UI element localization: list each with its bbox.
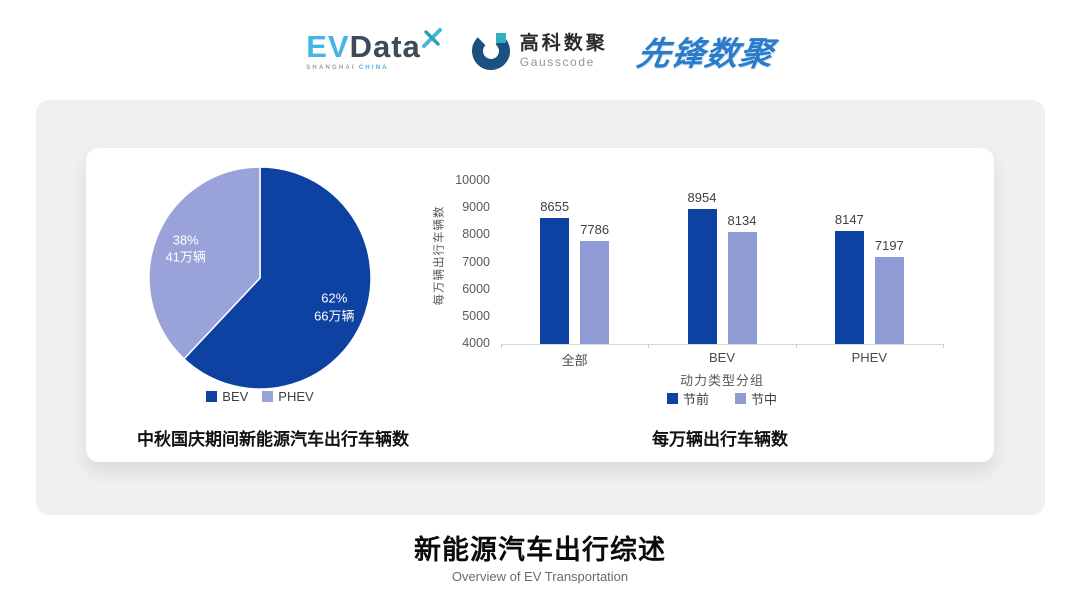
gausscode-logo: 高科数聚 Gausscode <box>471 31 608 71</box>
evdata-ev-text: EV <box>306 29 350 64</box>
x-axis-tick <box>943 344 944 348</box>
x-category-label: 全部 <box>561 353 588 368</box>
legend-swatch <box>735 393 746 404</box>
bar-chart-title: 每万辆出行车辆数 <box>652 430 788 449</box>
pie-slice-value: 41万辆 <box>165 249 206 265</box>
x-axis-tick <box>501 344 502 348</box>
bar-value-label: 7197 <box>874 238 904 254</box>
gausscode-text: 高科数聚 Gausscode <box>520 33 608 69</box>
pie-slice-value: 66万辆 <box>314 308 355 324</box>
pie-slice-label: 38% 41万辆 <box>165 231 205 266</box>
legend-label: 节前 <box>682 392 709 407</box>
pie-slice-phev <box>149 167 261 360</box>
legend-item: PHEV <box>262 389 314 404</box>
y-tick-label: 10000 <box>455 173 490 187</box>
evdata-subtitle-shanghai: SHANGHAI <box>306 65 356 71</box>
bar-value-label: 8147 <box>834 212 864 228</box>
bar-value-label: 7786 <box>580 222 610 238</box>
bar-节中-PHEV <box>874 257 904 344</box>
bar-x-axis-title: 动力类型分组 <box>679 373 764 388</box>
legend-label: 节中 <box>751 392 778 407</box>
pie-chart: 62% 66万辆 38% 41万辆 <box>86 148 446 462</box>
charts-card: 62% 66万辆 38% 41万辆 BEV PHEV 中秋国庆期间新能源汽车出行车辆数 … <box>86 148 994 462</box>
y-tick-label: 7000 <box>462 254 490 269</box>
bar-节前-PHEV <box>834 231 864 344</box>
evdata-data-text: Data <box>349 29 421 64</box>
page-title: 新能源汽车出行综述 <box>414 535 666 565</box>
bar-chart: 每万辆出行车辆数 动力类型分组 4000 5000 6000 7000 8000 9000… <box>86 148 994 462</box>
pie-chart-title: 中秋国庆期间新能源汽车出行车辆数 <box>137 430 409 449</box>
evdata-wordmark: EV Data <box>306 28 442 64</box>
bar-legend: 节前 节中 <box>501 389 943 408</box>
legend-item: 节前 <box>666 389 709 408</box>
bar-value-label: 8655 <box>540 198 570 214</box>
pioneer-logo: 先锋数聚 <box>634 35 777 72</box>
y-tick-label: 9000 <box>462 200 490 215</box>
legend-swatch <box>666 393 678 404</box>
y-tick-label: 4000 <box>462 336 490 350</box>
bar-节前-全部 <box>540 217 570 344</box>
legend-item: BEV <box>206 389 248 404</box>
gausscode-en-name: Gausscode <box>519 54 595 69</box>
y-tick-label: 8000 <box>462 227 490 242</box>
page-subtitle: Overview of EV Transportation <box>451 569 629 584</box>
y-tick-label: 6000 <box>462 281 490 296</box>
bar-节中-全部 <box>580 241 610 344</box>
legend-swatch <box>262 391 274 402</box>
pie-legend: BEV PHEV <box>110 389 410 404</box>
x-category-label: PHEV <box>851 350 888 365</box>
bar-节前-BEV <box>687 209 717 344</box>
bar-节中-BEV <box>727 231 757 344</box>
evdata-logo: EV Data SHANGHAI CHINA <box>306 28 442 71</box>
x-axis-tick <box>795 344 797 348</box>
pie-graphic <box>149 167 371 389</box>
x-axis-tick <box>648 344 650 348</box>
legend-label: PHEV <box>278 389 314 404</box>
legend-swatch <box>206 391 218 402</box>
gausscode-cn-name: 高科数聚 <box>519 33 608 55</box>
bar-value-label: 8134 <box>727 212 757 228</box>
pie-slice-label: 62% 66万辆 <box>314 290 354 325</box>
gausscode-g-mark-icon <box>471 32 510 70</box>
evdata-subtitle-china: CHINA <box>358 65 389 71</box>
x-category-label: BEV <box>708 350 735 365</box>
x-axis-line <box>501 344 943 345</box>
legend-label: BEV <box>222 389 249 404</box>
bar-value-label: 8954 <box>687 190 717 206</box>
evdata-subtitle: SHANGHAI CHINA <box>306 65 389 71</box>
header-logo-strip: EV Data SHANGHAI CHINA 高科数聚 Gausscode <box>0 18 1080 84</box>
evdata-x-leaf-icon <box>421 28 442 48</box>
pie-slice-bev <box>183 167 371 389</box>
legend-item: 节中 <box>735 389 777 408</box>
pie-slice-percent: 62% <box>321 290 348 306</box>
y-tick-label: 5000 <box>462 308 490 323</box>
pie-slice-percent: 38% <box>172 232 199 248</box>
